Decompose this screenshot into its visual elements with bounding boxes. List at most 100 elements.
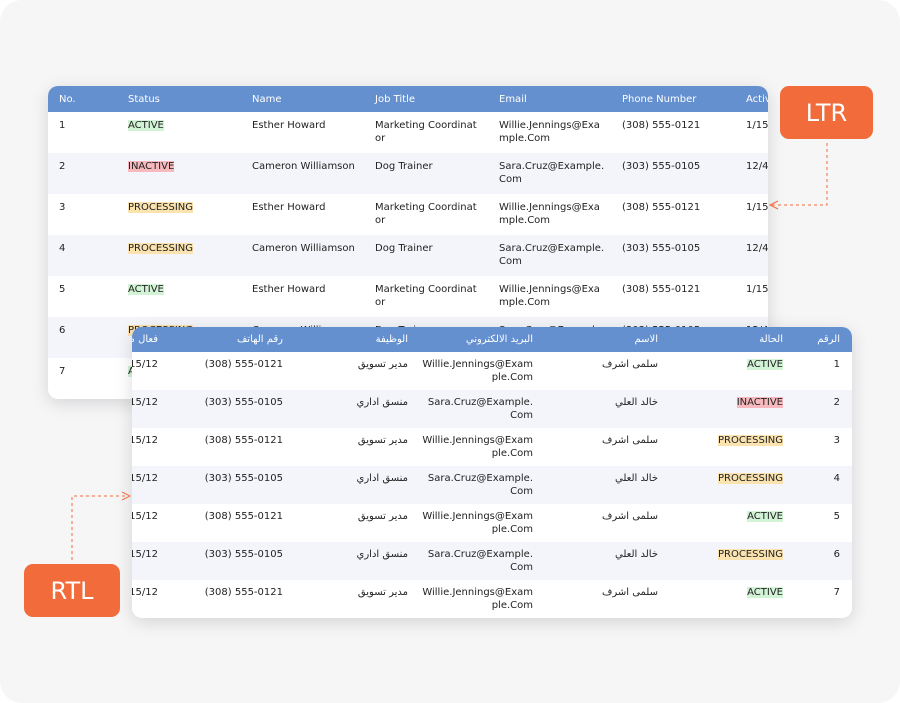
cell: (303) 555-0105: [170, 466, 295, 504]
column-header: فعال منذ: [132, 327, 170, 352]
cell: Marketing Coordinator: [375, 202, 477, 226]
rtl-table: الرقم الحالة الاسم البريد الالكتروني الوظيفة…: [132, 327, 852, 618]
cell: Willie.Jennings@Example.Com: [422, 359, 533, 383]
cell: 3: [833, 435, 840, 446]
arrow: [121, 491, 132, 501]
cell: 5: [59, 284, 66, 295]
status-cell: PROCESSING: [117, 235, 241, 276]
cell: مدير تسويق: [357, 587, 408, 598]
cell: Dog Trainer: [364, 235, 488, 276]
cell: 4: [795, 466, 852, 504]
cell: منسق اداري: [295, 390, 420, 428]
column-header: رقم الهاتف: [170, 327, 295, 352]
status-cell: ACTIVE: [117, 112, 241, 153]
column-header: Job Title: [364, 86, 488, 112]
cell: (303) 555-0105: [170, 390, 295, 428]
status-cell: PROCESSING: [670, 542, 795, 580]
cell: (303) 555-0105: [611, 153, 735, 194]
cell: خالد العلي: [545, 390, 670, 428]
status-badge: PROCESSING: [717, 473, 783, 484]
cell: سلمى اشرف: [601, 359, 658, 370]
status-badge: PROCESSING: [717, 435, 783, 446]
cell: Willie.Jennings@Example.Com: [499, 202, 600, 226]
cell: (308) 555-0121: [622, 202, 701, 213]
status-cell: ACTIVE: [670, 504, 795, 542]
table-row: 5 ACTIVE Esther Howard Marketing Coordinato…: [48, 276, 768, 317]
status-badge: ACTIVE: [747, 511, 783, 522]
column-header: الحالة: [670, 327, 795, 352]
cell: Cameron Williamson: [241, 235, 364, 276]
table-row: 4 PROCESSING خالد العلي Sara.Cruz@Example.C…: [132, 466, 852, 504]
status-badge: ACTIVE: [747, 587, 783, 598]
table-row: 2 INACTIVE خالد العلي Sara.Cruz@Example.Com…: [132, 390, 852, 428]
cell: 2: [48, 153, 117, 194]
table: الرقم الحالة الاسم البريد الالكتروني الوظيفة…: [132, 327, 852, 618]
cell: (303) 555-0105: [170, 542, 295, 580]
cell: 12/4/17: [735, 153, 768, 194]
table-row: 2 INACTIVE Cameron Williamson Dog Trainer Sa…: [48, 153, 768, 194]
status-badge: ACTIVE: [128, 120, 164, 131]
status-badge: PROCESSING: [128, 243, 194, 254]
cell: 1: [833, 359, 840, 370]
column-header: Active Since: [735, 86, 768, 112]
cell: Sara.Cruz@Example.Com: [420, 390, 545, 428]
status-cell: ACTIVE: [117, 276, 241, 317]
cell: Dog Trainer: [364, 153, 488, 194]
table-row: 3 PROCESSING سلمى اشرف Willie.Jennings@Exam…: [132, 428, 852, 466]
cell: خالد العلي: [545, 542, 670, 580]
cell: مدير تسويق: [357, 435, 408, 446]
column-header: Email: [488, 86, 611, 112]
cell: Sara.Cruz@Example.Com: [488, 153, 611, 194]
status-cell: INACTIVE: [670, 390, 795, 428]
column-header: No.: [48, 86, 117, 112]
cell: 7: [59, 366, 66, 377]
cell: Willie.Jennings@Example.Com: [422, 435, 533, 459]
cell: Sara.Cruz@Example.Com: [488, 235, 611, 276]
cell: Esther Howard: [252, 284, 326, 295]
table-row: 7 ACTIVE سلمى اشرف Willie.Jennings@Example.…: [132, 580, 852, 618]
cell: 3: [59, 202, 66, 213]
cell: سلمى اشرف: [601, 587, 658, 598]
cell: 1/15/12: [132, 435, 158, 446]
rtl-label: RTL: [24, 564, 120, 617]
cell: Sara.Cruz@Example.Com: [420, 466, 545, 504]
cell: (308) 555-0121: [204, 587, 283, 598]
cell: 1/15/12: [132, 511, 158, 522]
cell: Esther Howard: [252, 120, 326, 131]
cell: (308) 555-0121: [204, 435, 283, 446]
cell: Esther Howard: [252, 202, 326, 213]
cell: 1/15/12: [132, 359, 158, 370]
cell: مدير تسويق: [357, 511, 408, 522]
table-row: 3 PROCESSING Esther Howard Marketing Coordi…: [48, 194, 768, 235]
ltr-label: LTR: [780, 86, 873, 139]
status-cell: PROCESSING: [670, 428, 795, 466]
cell: 4: [48, 235, 117, 276]
cell: Willie.Jennings@Example.Com: [499, 284, 600, 308]
cell: 2: [795, 390, 852, 428]
status-cell: ACTIVE: [670, 580, 795, 618]
cell: منسق اداري: [295, 542, 420, 580]
cell: 5: [833, 511, 840, 522]
table-row: 4 PROCESSING Cameron Williamson Dog Trainer…: [48, 235, 768, 276]
cell: 12/4/17: [735, 235, 768, 276]
cell: 1/15/12: [132, 587, 158, 598]
cell: 1/15/12: [746, 120, 768, 131]
column-header: Status: [117, 86, 241, 112]
cell: Cameron Williamson: [241, 153, 364, 194]
table-row: 5 ACTIVE سلمى اشرف Willie.Jennings@Example.…: [132, 504, 852, 542]
column-header: البريد الالكتروني: [420, 327, 545, 352]
column-header: الاسم: [545, 327, 670, 352]
cell: 1/15/12: [132, 466, 170, 504]
table-row: 6 PROCESSING خالد العلي Sara.Cruz@Example.C…: [132, 542, 852, 580]
cell: (308) 555-0121: [204, 359, 283, 370]
status-cell: PROCESSING: [670, 466, 795, 504]
status-cell: ACTIVE: [670, 352, 795, 390]
cell: 6: [48, 317, 117, 358]
cell: (308) 555-0121: [622, 284, 701, 295]
cell: (303) 555-0105: [611, 235, 735, 276]
cell: 6: [795, 542, 852, 580]
cell: Willie.Jennings@Example.Com: [422, 587, 533, 611]
cell: 7: [833, 587, 840, 598]
